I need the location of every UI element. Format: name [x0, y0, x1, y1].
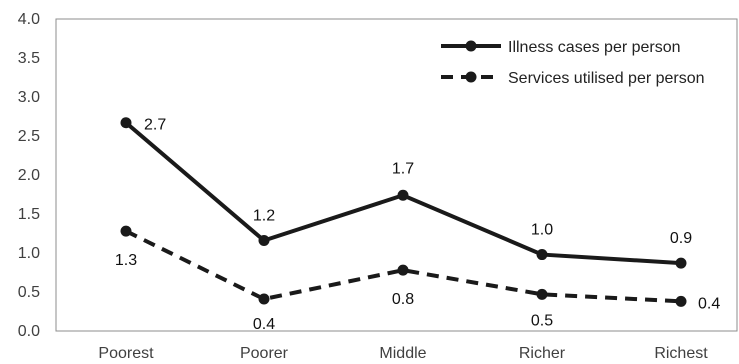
- data-point: [397, 264, 409, 276]
- data-label: 0.4: [698, 295, 720, 312]
- legend: Illness cases per person Services utilise…: [441, 39, 705, 87]
- y-tick-label: 4.0: [18, 11, 40, 28]
- data-labels: 2.7 1.2 1.7 1.0 0.9 1.3 0.4 0.8 0.5 0.4: [115, 117, 720, 333]
- legend-marker: [465, 71, 477, 83]
- data-point: [120, 225, 132, 237]
- data-label: 1.7: [392, 160, 414, 177]
- y-tick-label: 2.5: [18, 128, 40, 145]
- plot-frame: [55, 18, 738, 332]
- y-tick-label: 3.0: [18, 89, 40, 106]
- data-label: 0.5: [531, 312, 553, 329]
- legend-marker: [465, 40, 477, 52]
- data-point: [120, 117, 132, 129]
- data-label: 0.9: [670, 230, 692, 247]
- y-tick-label: 0.5: [18, 284, 40, 301]
- data-label: 2.7: [144, 117, 166, 134]
- data-label: 0.8: [392, 291, 414, 308]
- x-tick-label: Poorer: [240, 345, 289, 362]
- data-label: 1.0: [531, 222, 553, 239]
- y-tick-label: 1.0: [18, 245, 40, 262]
- x-tick-label: Middle: [379, 345, 426, 362]
- y-tick-label: 0.0: [18, 323, 40, 340]
- x-axis-ticks: Poorest Poorer Middle Richer Richest: [98, 345, 708, 362]
- x-tick-label: Richest: [654, 345, 708, 362]
- series-layer: [120, 117, 687, 307]
- y-tick-label: 3.5: [18, 50, 40, 67]
- data-label: 1.3: [115, 252, 137, 269]
- legend-label: Illness cases per person: [508, 39, 681, 56]
- data-point: [258, 293, 270, 305]
- data-point: [536, 288, 548, 300]
- y-tick-label: 2.0: [18, 167, 40, 184]
- data-label: 0.4: [253, 316, 275, 333]
- x-tick-label: Poorest: [98, 345, 154, 362]
- data-point: [675, 257, 687, 269]
- data-label: 1.2: [253, 208, 275, 225]
- data-point: [258, 235, 270, 247]
- data-point: [397, 189, 409, 201]
- y-tick-label: 1.5: [18, 206, 40, 223]
- series-line-services-utilised: [125, 229, 682, 304]
- legend-label: Services utilised per person: [508, 70, 705, 87]
- data-point: [675, 295, 687, 307]
- data-point: [536, 249, 548, 261]
- x-tick-label: Richer: [519, 345, 566, 362]
- y-axis-ticks: 0.0 0.5 1.0 1.5 2.0 2.5 3.0 3.5 4.0: [18, 11, 40, 340]
